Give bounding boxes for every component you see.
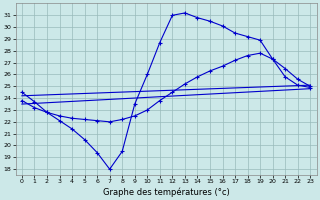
X-axis label: Graphe des températures (°c): Graphe des températures (°c)	[103, 187, 229, 197]
